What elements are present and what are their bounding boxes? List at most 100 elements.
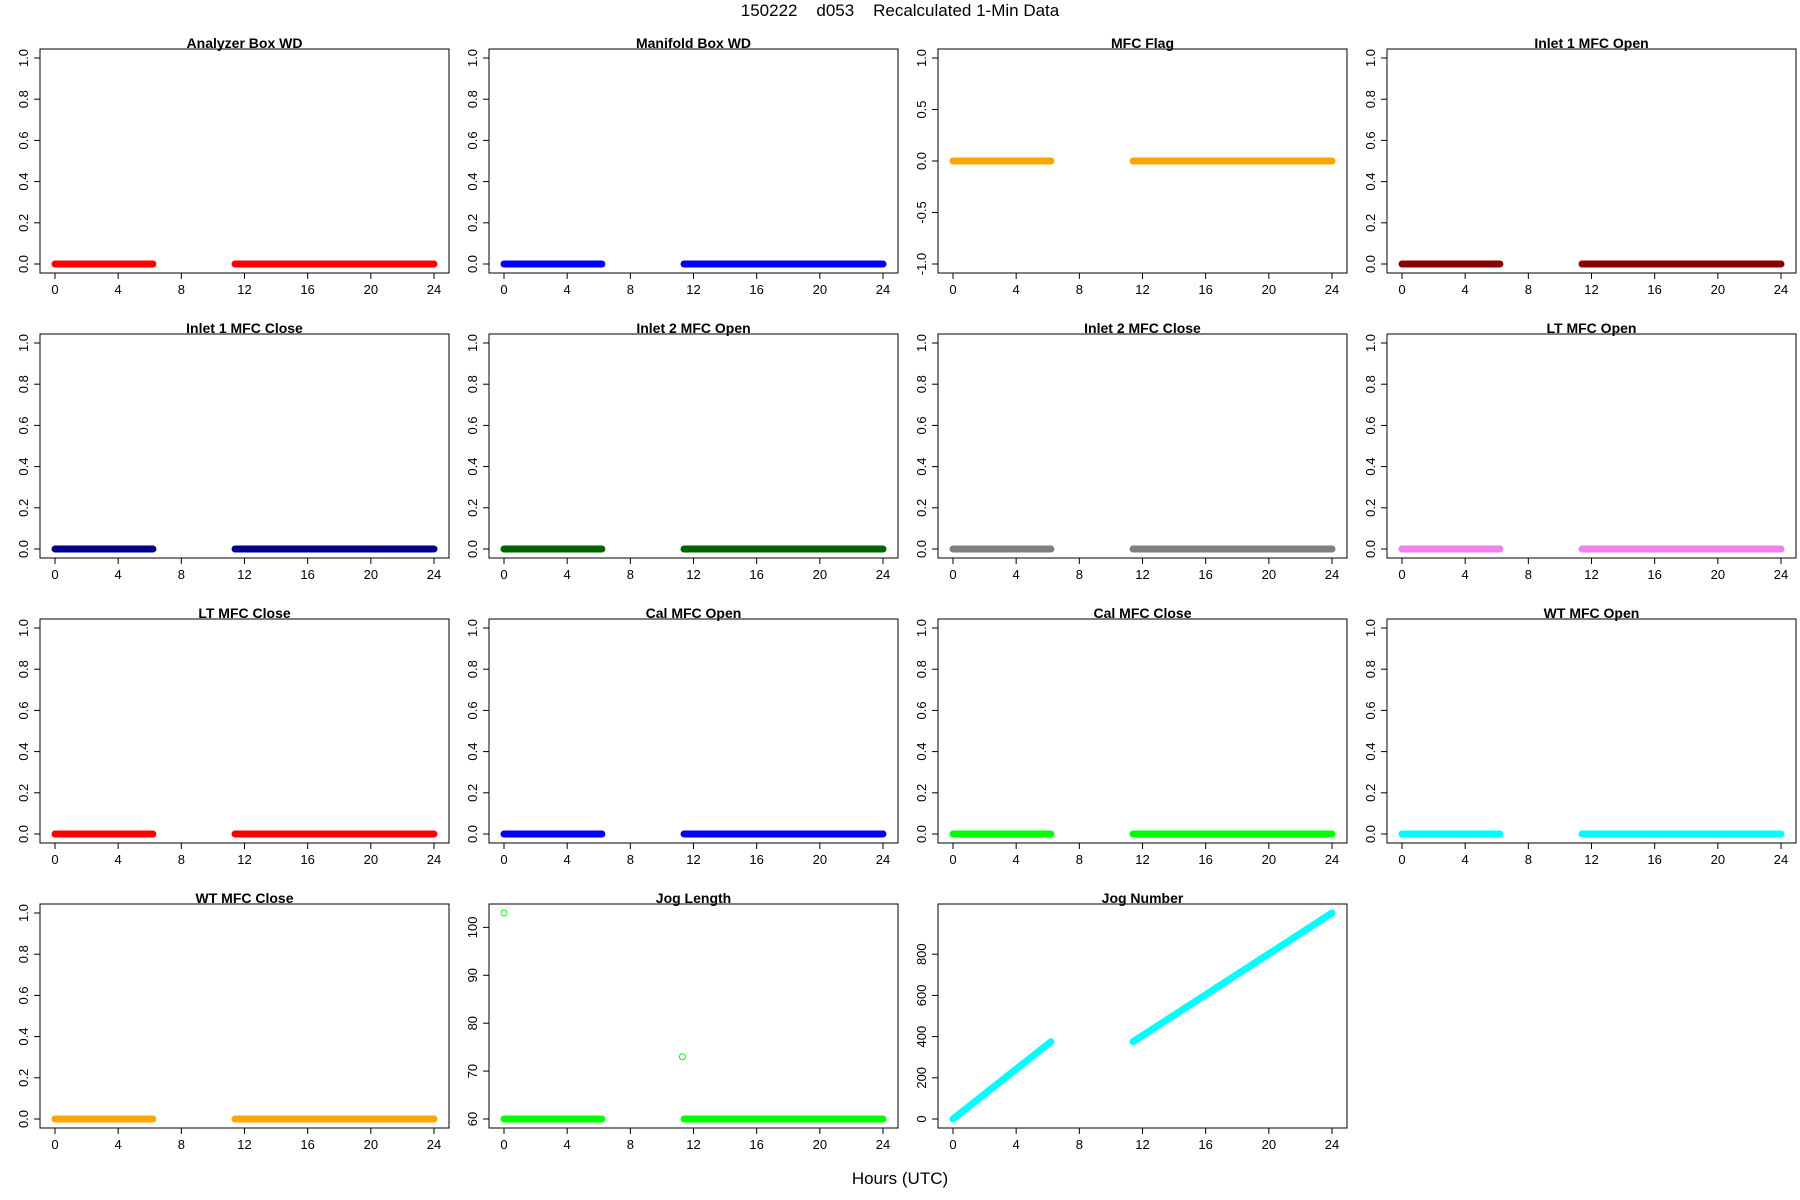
x-tick-label: 16 [1198, 852, 1212, 867]
x-tick-label: 8 [627, 852, 634, 867]
x-tick-label: 8 [1076, 567, 1083, 582]
x-tick-label: 4 [115, 1137, 122, 1152]
y-tick-label: 1.0 [914, 334, 929, 352]
x-tick-label: 24 [427, 852, 441, 867]
panel-2: MFC Flag 0 4 8 12 16 20 24 -1.0 -0.5 0.0 0.5 1.0 [914, 35, 1348, 297]
panel-9: Cal MFC Open 0 4 8 12 16 20 24 0.0 0.2 0.4 0.6 0.8 1.… [465, 605, 899, 867]
y-tick-label: 0.4 [1363, 458, 1378, 476]
x-tick-label: 24 [876, 567, 890, 582]
x-tick-label: 16 [300, 567, 314, 582]
x-tick-label: 16 [749, 567, 763, 582]
x-tick-label: 8 [627, 567, 634, 582]
x-tick-label: 16 [300, 852, 314, 867]
y-tick-label: 0.6 [914, 416, 929, 434]
plot-frame [39, 48, 450, 274]
panel-0: Analyzer Box WD0 4 8 12 16 20 240.00.20.40.60.… [16, 35, 450, 297]
y-tick-label: -0.5 [914, 201, 929, 223]
panel-title: Inlet 2 MFC Close [1084, 320, 1201, 336]
data-point [678, 1053, 686, 1061]
x-tick-label: 12 [237, 852, 251, 867]
y-tick-label: 70 [465, 1064, 480, 1078]
x-tick-label: 20 [364, 567, 378, 582]
y-axis: 0.0 0.2 0.4 0.6 0.8 1.0 [914, 619, 939, 843]
x-tick-label: 12 [1584, 282, 1598, 297]
x-tick-label: 8 [1525, 852, 1532, 867]
y-tick-label: 0.6 [1363, 131, 1378, 149]
x-axis: 0 4 8 12 16 20 24 [51, 842, 441, 867]
x-tick-label: 12 [1135, 282, 1149, 297]
y-tick-label: 0.2 [16, 214, 31, 232]
y-tick-label: 0 [914, 1115, 929, 1122]
x-tick-label: 20 [813, 567, 827, 582]
y-tick-label: 1.0 [16, 904, 31, 922]
y-tick-label: 0.6 [465, 701, 480, 719]
x-axis: 0 4 8 12 16 20 24 [1398, 557, 1788, 582]
y-tick-label: 0.0 [914, 152, 929, 170]
panel-title: MFC Flag [1111, 35, 1174, 51]
x-tick-label: 16 [1198, 282, 1212, 297]
x-tick-label: 20 [1711, 852, 1725, 867]
x-tick-label: 0 [51, 567, 58, 582]
panel-6: Inlet 2 MFC Close 0 4 8 12 16 20 24 0.0 0.2 0.4 0.6… [914, 320, 1348, 582]
x-tick-label: 16 [300, 282, 314, 297]
y-tick-label: 0.8 [1363, 660, 1378, 678]
x-tick-label: 16 [1647, 852, 1661, 867]
plot-frame [1386, 618, 1797, 844]
x-tick-label: 8 [627, 1137, 634, 1152]
y-tick-label: 1.0 [1363, 334, 1378, 352]
x-axis: 0 4 8 12 16 20 24 [51, 557, 441, 582]
y-tick-label: 0.0 [1363, 255, 1378, 273]
panel-title: Analyzer Box WD [187, 35, 303, 51]
y-tick-label: 0.2 [465, 499, 480, 517]
y-tick-label: 0.4 [465, 743, 480, 761]
panel-11: WT MFC Open 0 4 8 12 16 20 24 0.0 0.2 0.4 0.6 0.8 1.0 [1363, 605, 1797, 867]
panel-title: LT MFC Close [198, 605, 291, 621]
x-tick-label: 12 [686, 852, 700, 867]
x-tick-label: 8 [178, 567, 185, 582]
x-tick-label: 8 [1076, 282, 1083, 297]
panel-8: LT MFC Close 0 4 8 12 16 20 24 0.0 0.2 0.4 0.6 0.8 1.… [16, 605, 450, 867]
x-tick-label: 24 [876, 282, 890, 297]
x-axis: 0 4 8 12 16 20 24 [1398, 842, 1788, 867]
plot-frame [488, 48, 899, 274]
x-tick-label: 12 [686, 282, 700, 297]
x-tick-label: 8 [1525, 567, 1532, 582]
x-tick-label: 0 [51, 1137, 58, 1152]
x-tick-label: 0 [1398, 567, 1405, 582]
x-tick-label: 0 [1398, 852, 1405, 867]
y-tick-label: 0.6 [1363, 416, 1378, 434]
y-tick-label: 0.4 [1363, 743, 1378, 761]
x-tick-label: 24 [1325, 1137, 1339, 1152]
y-tick-label: 0.2 [1363, 784, 1378, 802]
y-tick-label: 0.4 [16, 1028, 31, 1046]
panel-12: WT MFC Close 0 4 8 12 16 20 24 0.0 0.2 0.4 0.6 0.8 1.… [16, 890, 450, 1152]
x-tick-label: 12 [237, 567, 251, 582]
y-tick-label: 0.0 [914, 825, 929, 843]
x-tick-label: 8 [1525, 282, 1532, 297]
y-tick-label: 0.0 [465, 255, 480, 273]
y-tick-label: 0.2 [16, 499, 31, 517]
x-tick-label: 24 [1774, 567, 1788, 582]
y-tick-label: 0.0 [465, 825, 480, 843]
x-tick-label: 12 [686, 1137, 700, 1152]
y-axis: 60 70 80 90 100 [465, 917, 490, 1126]
x-tick-label: 8 [1076, 852, 1083, 867]
y-tick-label: 90 [465, 968, 480, 982]
x-tick-label: 20 [1262, 852, 1276, 867]
y-tick-label: 0.0 [16, 1110, 31, 1128]
x-axis: 0 4 8 12 16 20 24 [949, 557, 1339, 582]
y-tick-label: 0.8 [1363, 375, 1378, 393]
x-tick-label: 0 [949, 852, 956, 867]
plot-frame [488, 903, 899, 1129]
x-tick-label: 4 [1013, 282, 1020, 297]
x-tick-label: 12 [1135, 1137, 1149, 1152]
x-tick-label: 8 [178, 282, 185, 297]
y-tick-label: 0.6 [465, 416, 480, 434]
y-tick-label: 1.0 [465, 619, 480, 637]
y-tick-label: 0.8 [16, 660, 31, 678]
panel-title: Jog Number [1102, 890, 1184, 906]
x-axis: 0 4 8 12 16 20 24 [500, 1127, 890, 1152]
y-tick-label: 0.4 [465, 458, 480, 476]
data-layer [500, 909, 887, 1123]
y-tick-label: 0.0 [16, 825, 31, 843]
